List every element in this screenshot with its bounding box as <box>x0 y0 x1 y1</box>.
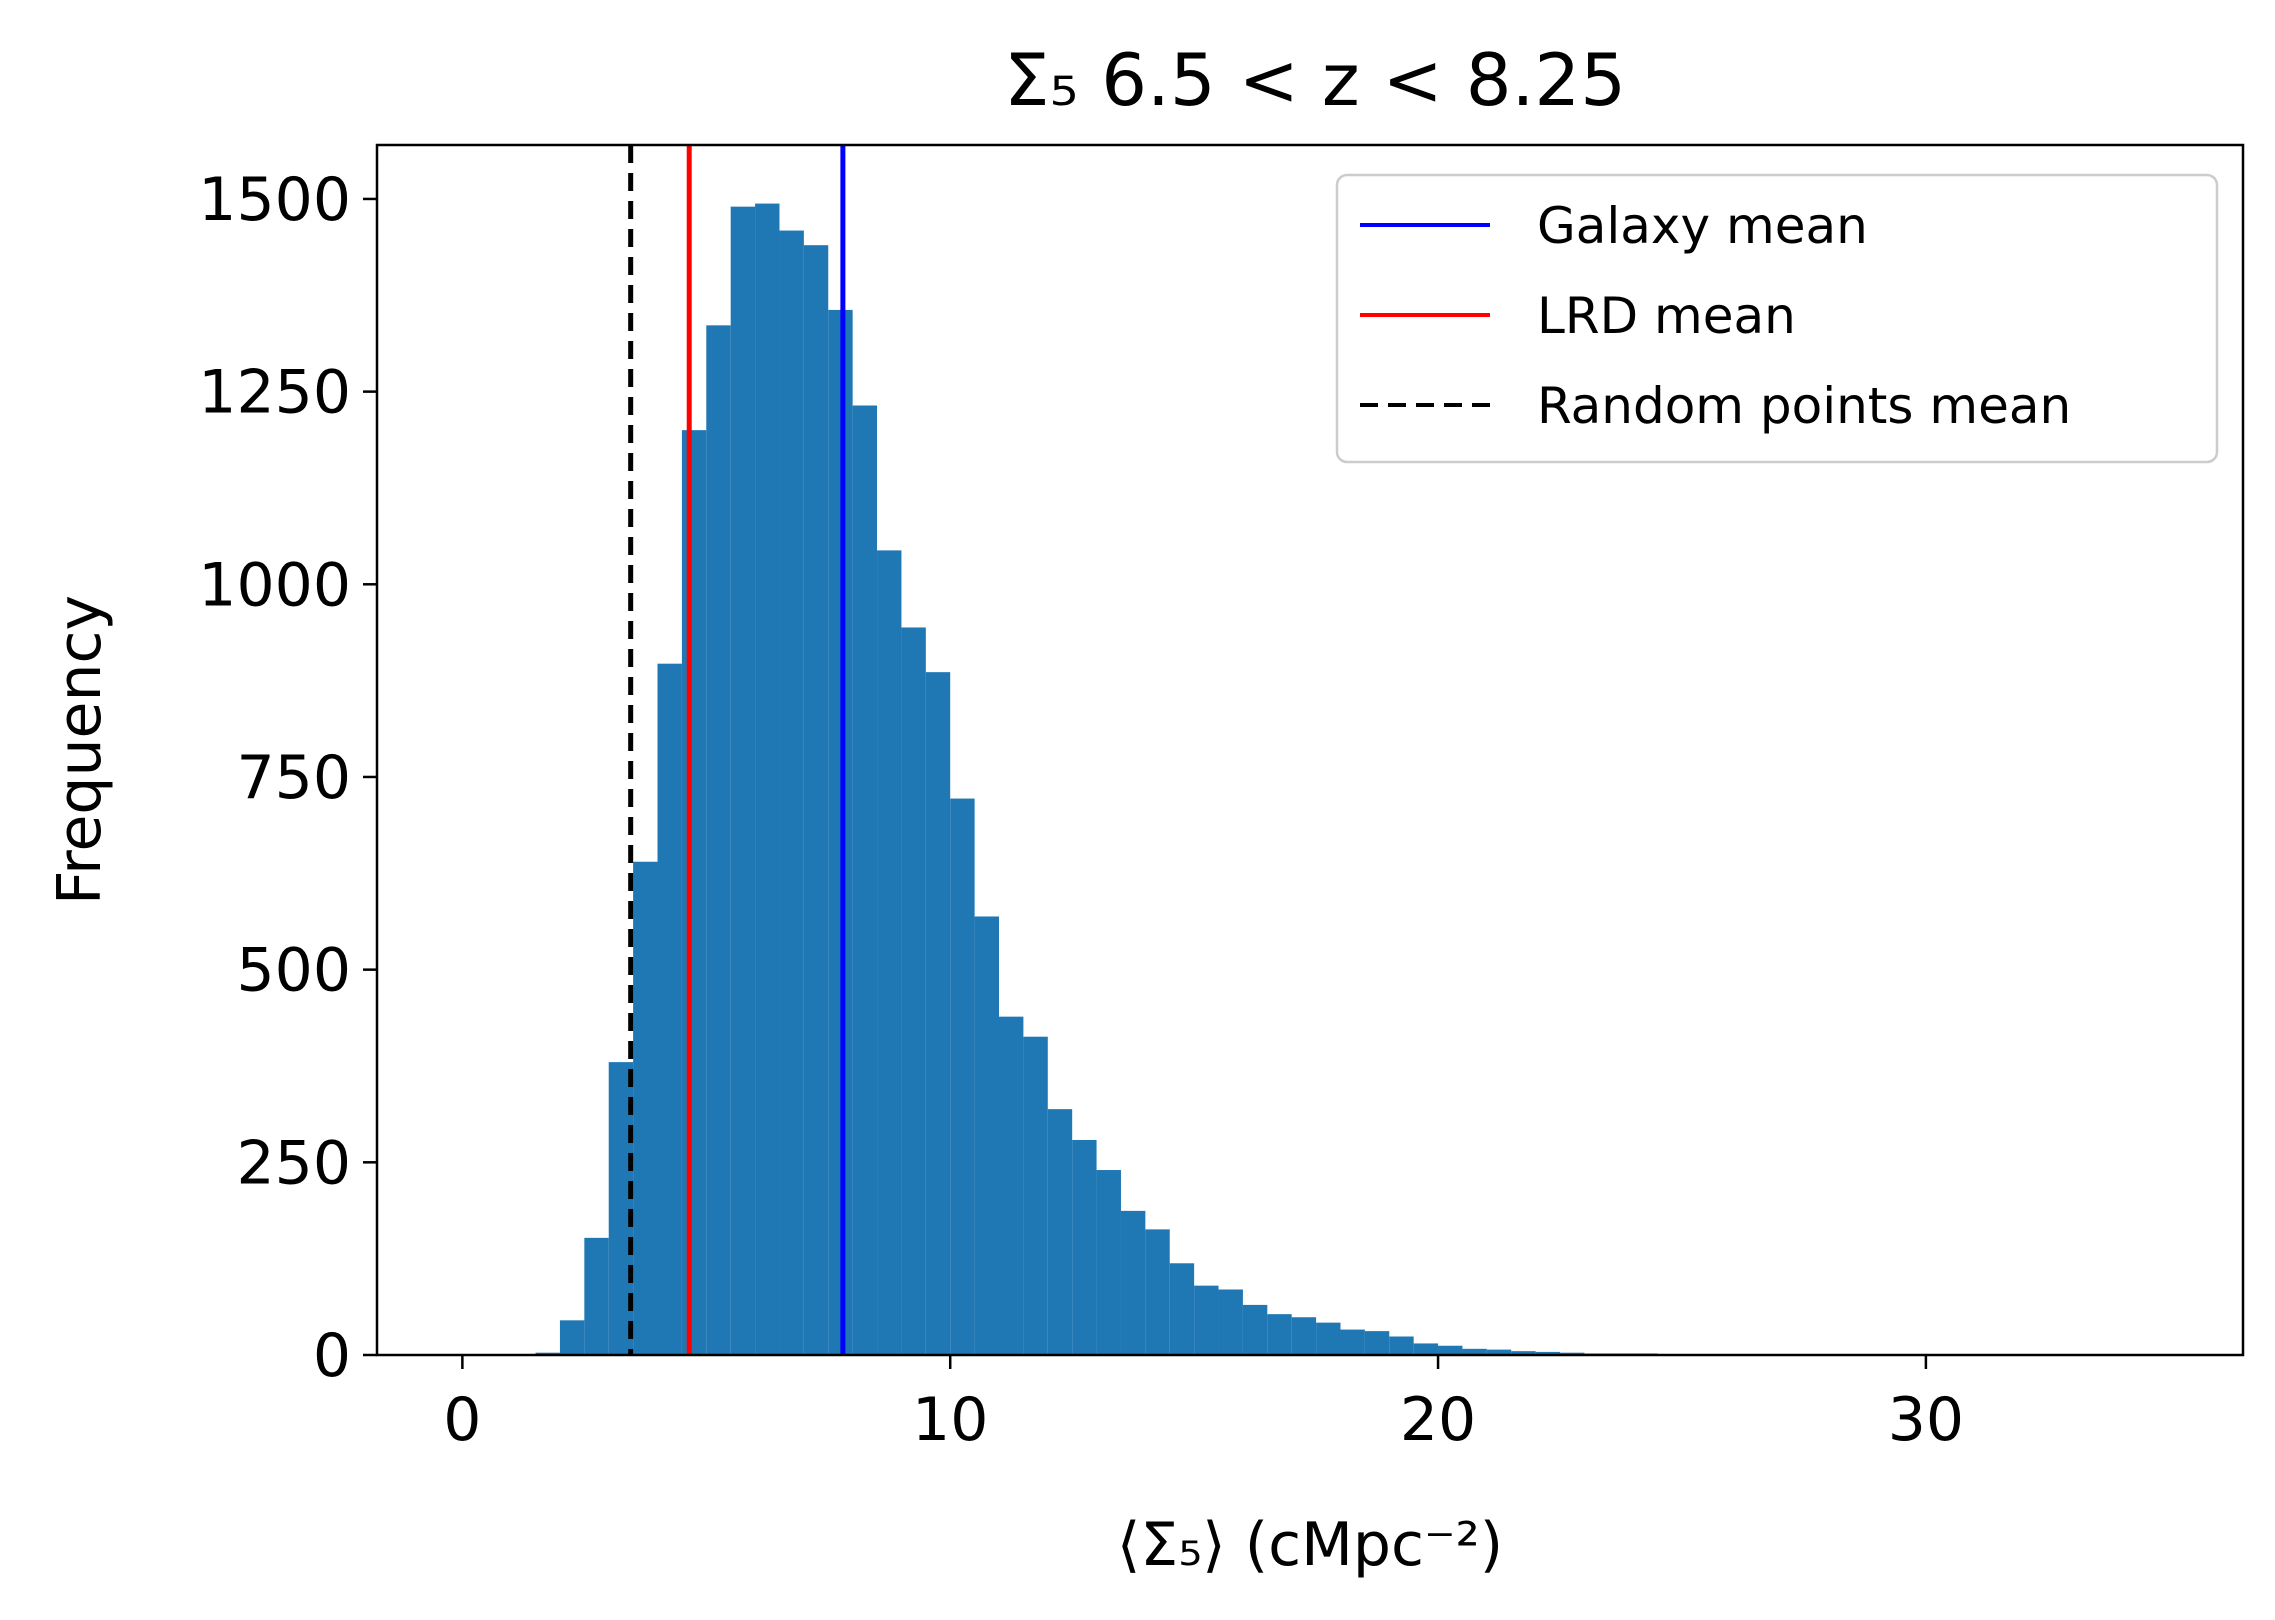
histogram-bar <box>706 325 731 1356</box>
histogram-bar <box>1511 1351 1536 1355</box>
histogram-bar <box>1169 1263 1195 1355</box>
histogram-bar <box>730 206 756 1355</box>
y-axis-ticks: 0 250 500 750 1000 1250 1500 <box>198 165 377 1391</box>
histogram-bar <box>657 663 682 1355</box>
legend: Galaxy mean LRD mean Random points mean <box>1335 173 2219 464</box>
y-tick-label: 1000 <box>198 550 351 620</box>
mean-lines <box>628 145 846 1355</box>
histogram-bar <box>1218 1289 1243 1355</box>
histogram-bar <box>803 245 829 1356</box>
y-tick-label: 250 <box>236 1128 351 1198</box>
y-tick-label: 1250 <box>198 358 351 428</box>
histogram-bar <box>901 627 926 1355</box>
histogram-bar <box>1096 1170 1121 1355</box>
histogram-bar <box>1194 1285 1219 1355</box>
x-axis-ticks: 0 10 20 30 <box>443 1355 1964 1455</box>
legend-label-random-points-mean: Random points mean <box>1537 377 2071 435</box>
histogram-bar <box>1242 1304 1268 1355</box>
histogram-bar <box>974 916 999 1355</box>
histogram-bar <box>779 230 804 1355</box>
histogram-bar <box>1047 1109 1073 1355</box>
y-tick-label: 500 <box>236 936 351 1006</box>
legend-label-galaxy-mean: Galaxy mean <box>1537 197 1868 255</box>
histogram-bar <box>1072 1139 1097 1355</box>
histogram-bar <box>1340 1329 1365 1355</box>
histogram-bar <box>584 1237 609 1355</box>
x-axis-label: ⟨Σ₅⟩ (cMpc⁻²) <box>1117 1510 1503 1580</box>
histogram-bar <box>1389 1336 1414 1355</box>
histogram-bar <box>1413 1343 1439 1355</box>
histogram-bars <box>535 203 1707 1356</box>
x-tick-label: 0 <box>443 1385 481 1455</box>
legend-box <box>1335 173 2219 464</box>
histogram-bar <box>950 798 975 1355</box>
histogram-bar <box>1145 1229 1170 1355</box>
y-tick-label: 0 <box>313 1321 351 1391</box>
chart-title: Σ₅ 6.5 < z < 8.25 <box>1004 38 1626 122</box>
histogram-bar <box>1462 1348 1487 1355</box>
histogram-bar <box>1438 1345 1463 1355</box>
x-tick-label: 10 <box>912 1385 988 1455</box>
y-tick-label: 750 <box>236 743 351 813</box>
plot-frame <box>375 143 2245 1357</box>
histogram-bar <box>633 861 658 1355</box>
histogram-bar <box>999 1016 1024 1355</box>
x-tick-label: 20 <box>1400 1385 1476 1455</box>
histogram-bar <box>852 405 878 1355</box>
legend-label-lrd-mean: LRD mean <box>1537 287 1796 345</box>
histogram-bar <box>1267 1314 1292 1355</box>
histogram-bar <box>755 203 780 1355</box>
histogram-bar <box>877 550 902 1355</box>
x-tick-label: 30 <box>1888 1385 1964 1455</box>
y-axis-label: Frequency <box>45 595 115 905</box>
y-tick-label: 1500 <box>198 165 351 235</box>
histogram-bar <box>1023 1036 1048 1355</box>
histogram-bar <box>559 1320 585 1355</box>
histogram-bar <box>1486 1349 1512 1355</box>
histogram-bar <box>1120 1210 1146 1355</box>
histogram-bar <box>1535 1351 1561 1355</box>
histogram-bar <box>1316 1322 1341 1355</box>
histogram-bar <box>1291 1317 1317 1355</box>
histogram-bar <box>681 430 707 1355</box>
histogram-bar <box>1364 1331 1390 1355</box>
histogram-bar <box>925 672 951 1355</box>
